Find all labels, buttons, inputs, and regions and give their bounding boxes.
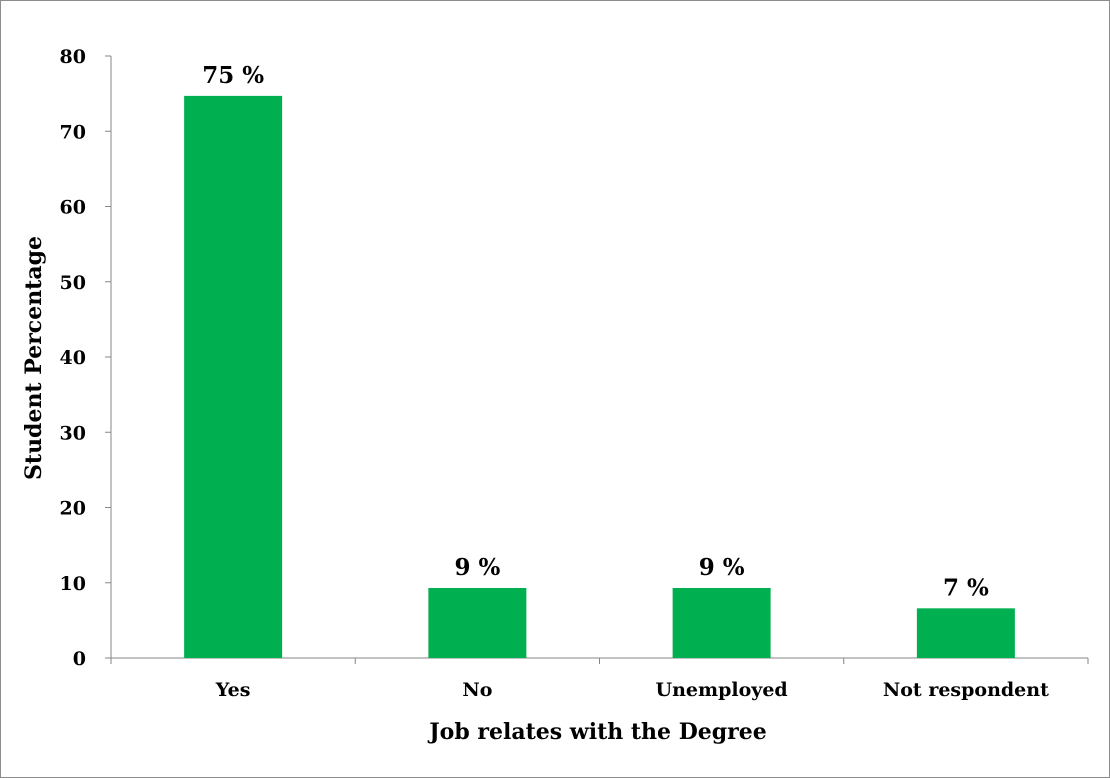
y-axis-title: Student Percentage <box>21 236 47 480</box>
y-tick-label: 60 <box>60 197 86 219</box>
y-axis: 0 10 20 30 40 50 60 70 80 <box>60 46 112 670</box>
y-tick-label: 80 <box>60 46 86 68</box>
bar-data-label: 9 % <box>454 554 500 581</box>
data-labels: 75 % 9 % 9 % 7 % <box>202 62 989 601</box>
bars <box>184 95 1015 658</box>
bar-data-label: 75 % <box>202 62 264 89</box>
x-category-label: Not respondent <box>883 679 1049 701</box>
x-category-label: No <box>462 679 492 701</box>
bar-yes <box>184 95 283 658</box>
x-category-label: Yes <box>215 679 251 701</box>
y-tick-label: 30 <box>60 422 86 444</box>
bar-not-respondent <box>916 608 1015 658</box>
y-tick-label: 20 <box>60 498 86 520</box>
x-axis: Yes No Unemployed Not respondent <box>110 657 1089 701</box>
bar-unemployed <box>672 588 771 658</box>
y-tick-label: 50 <box>60 272 86 294</box>
bar-data-label: 9 % <box>699 554 745 581</box>
bar-no <box>428 588 527 658</box>
x-category-label: Unemployed <box>656 679 788 701</box>
x-axis-title: Job relates with the Degree <box>427 719 767 745</box>
bar-data-label: 7 % <box>943 574 989 601</box>
y-tick-label: 0 <box>73 648 86 670</box>
y-tick-label: 40 <box>60 347 86 369</box>
y-tick-label: 70 <box>60 121 86 143</box>
y-tick-label: 10 <box>60 573 86 595</box>
